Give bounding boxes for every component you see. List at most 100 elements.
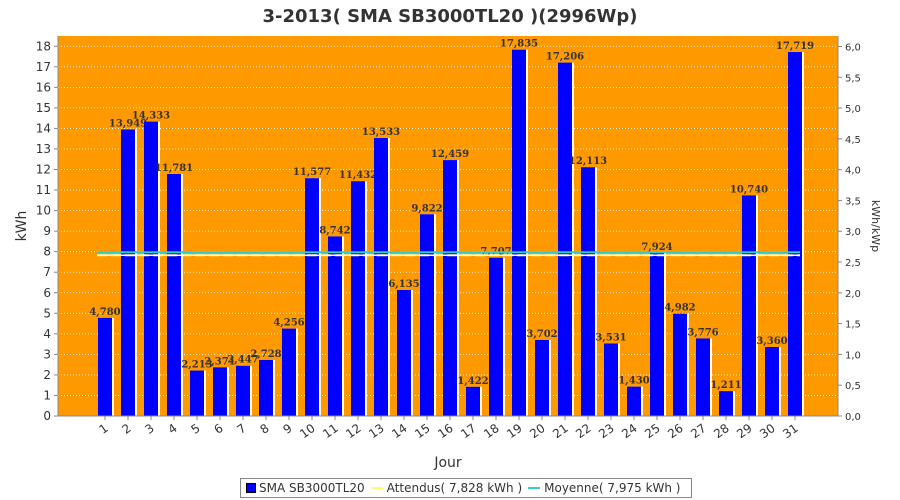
bar-value-label: 4,256 [273, 318, 304, 329]
legend-swatch-attendus [370, 487, 383, 489]
x-tick-label: 31 [780, 421, 801, 441]
legend-label-moyenne: Moyenne( 7,975 kWh ) [544, 481, 681, 495]
bar-value-label: 4,982 [664, 303, 695, 314]
x-tick-label: 4 [165, 421, 179, 437]
bar-value-label: 13,533 [362, 127, 400, 138]
x-tick-label: 22 [573, 421, 594, 441]
y2-tick-label: 4,0 [845, 166, 861, 177]
x-tick-label: 8 [257, 421, 271, 437]
bar [167, 174, 181, 416]
bar [374, 138, 388, 416]
x-tick-label: 23 [596, 421, 617, 441]
y-tick-label: 14 [36, 121, 51, 135]
y2-tick-label: 1,0 [845, 350, 861, 361]
legend-item-moyenne: Moyenne( 7,975 kWh ) [528, 481, 680, 495]
bar-value-label: 10,740 [730, 184, 768, 195]
y2-tick-label: 1,5 [845, 320, 861, 331]
x-tick-label: 17 [458, 421, 479, 441]
bar-value-label: 14,333 [132, 111, 170, 122]
bar [144, 121, 158, 416]
x-tick-label: 19 [504, 421, 525, 441]
bar [259, 359, 273, 416]
legend-item-attendus: Attendus( 7,828 kWh ) [370, 481, 523, 495]
y2-tick-label: 5,5 [845, 73, 861, 84]
x-tick-label: 18 [481, 421, 502, 441]
bar [650, 253, 664, 416]
bar [558, 62, 572, 416]
bar-value-label: 7,924 [641, 242, 672, 253]
bar [443, 160, 457, 416]
bar [673, 313, 687, 416]
bar-value-label: 17,719 [776, 41, 814, 52]
x-tick-label: 3 [142, 421, 156, 437]
y-axis-label: kWh [14, 211, 30, 242]
y-tick-label: 3 [43, 347, 51, 361]
y-tick-label: 0 [43, 409, 51, 423]
x-tick-label: 29 [734, 421, 755, 441]
x-tick-label: 11 [320, 421, 341, 441]
bar-value-label: 1,211 [710, 380, 741, 391]
bar-value-label: 1,422 [457, 376, 488, 387]
x-tick-label: 20 [527, 421, 548, 441]
x-tick-label: 10 [297, 421, 318, 441]
y2-axis-label: kWh/kWp [869, 200, 882, 252]
y-tick-label: 16 [36, 80, 51, 94]
bar-value-label: 3,702 [526, 329, 557, 340]
bar-value-label: 11,432 [339, 170, 377, 181]
bar-value-label: 6,135 [388, 279, 419, 290]
bar [98, 317, 112, 416]
bar-value-label: 2,371 [204, 356, 235, 367]
y-tick-label: 5 [43, 306, 51, 320]
bar [719, 391, 733, 416]
y-tick-label: 8 [43, 245, 51, 259]
bar-value-label: 11,781 [155, 163, 193, 174]
x-axis-label: Jour [433, 455, 462, 471]
bar [581, 167, 595, 416]
bar [742, 195, 756, 416]
x-tick-label: 6 [211, 421, 225, 437]
legend-swatch-production [246, 483, 256, 493]
bar [328, 236, 342, 416]
x-tick-label: 12 [343, 421, 364, 441]
bar-value-label: 17,206 [546, 52, 584, 63]
bar-value-label: 11,577 [293, 167, 331, 178]
x-tick-label: 14 [389, 421, 410, 441]
bar-value-label: 13,949 [109, 118, 147, 129]
y-tick-label: 9 [43, 224, 51, 238]
y-tick-label: 10 [36, 204, 51, 218]
bar-value-label: 3,776 [687, 327, 718, 338]
legend-swatch-moyenne [528, 487, 541, 489]
x-tick-label: 15 [412, 421, 433, 441]
bar [765, 346, 779, 416]
y-tick-label: 12 [36, 163, 51, 177]
bar-value-label: 17,835 [500, 39, 538, 50]
bar [236, 365, 250, 416]
bar-value-label: 2,447 [227, 355, 258, 366]
y-tick-label: 6 [43, 286, 51, 300]
legend: SMA SB3000TL20 Attendus( 7,828 kWh ) Moy… [240, 478, 693, 498]
bar [466, 386, 480, 416]
y-tick-label: 1 [43, 388, 51, 402]
x-tick-label: 13 [366, 421, 387, 441]
y-tick-label: 4 [43, 327, 51, 341]
bar-value-label: 12,113 [569, 156, 607, 167]
bar [190, 370, 204, 416]
y2-tick-label: 3,0 [845, 227, 861, 238]
bar-value-label: 2,213 [181, 360, 212, 371]
legend-label-production: SMA SB3000TL20 [259, 481, 365, 495]
y2-tick-label: 0,5 [845, 381, 861, 392]
y2-tick-label: 2,5 [845, 258, 861, 269]
bar [627, 386, 641, 416]
y2-tick-label: 5,0 [845, 104, 861, 115]
bar-value-label: 8,742 [319, 225, 350, 236]
x-tick-label: 24 [619, 421, 640, 441]
x-tick-label: 9 [280, 421, 294, 437]
y-tick-label: 7 [43, 265, 51, 279]
y2-tick-label: 0,0 [845, 412, 861, 423]
chart-title: 3-2013( SMA SB3000TL20 )(2996Wp) [262, 6, 637, 27]
bar [420, 214, 434, 416]
y-tick-label: 11 [36, 183, 51, 197]
x-tick-label: 2 [119, 421, 133, 437]
legend-item-production: SMA SB3000TL20 [246, 481, 365, 495]
legend-label-attendus: Attendus( 7,828 kWh ) [386, 481, 523, 495]
